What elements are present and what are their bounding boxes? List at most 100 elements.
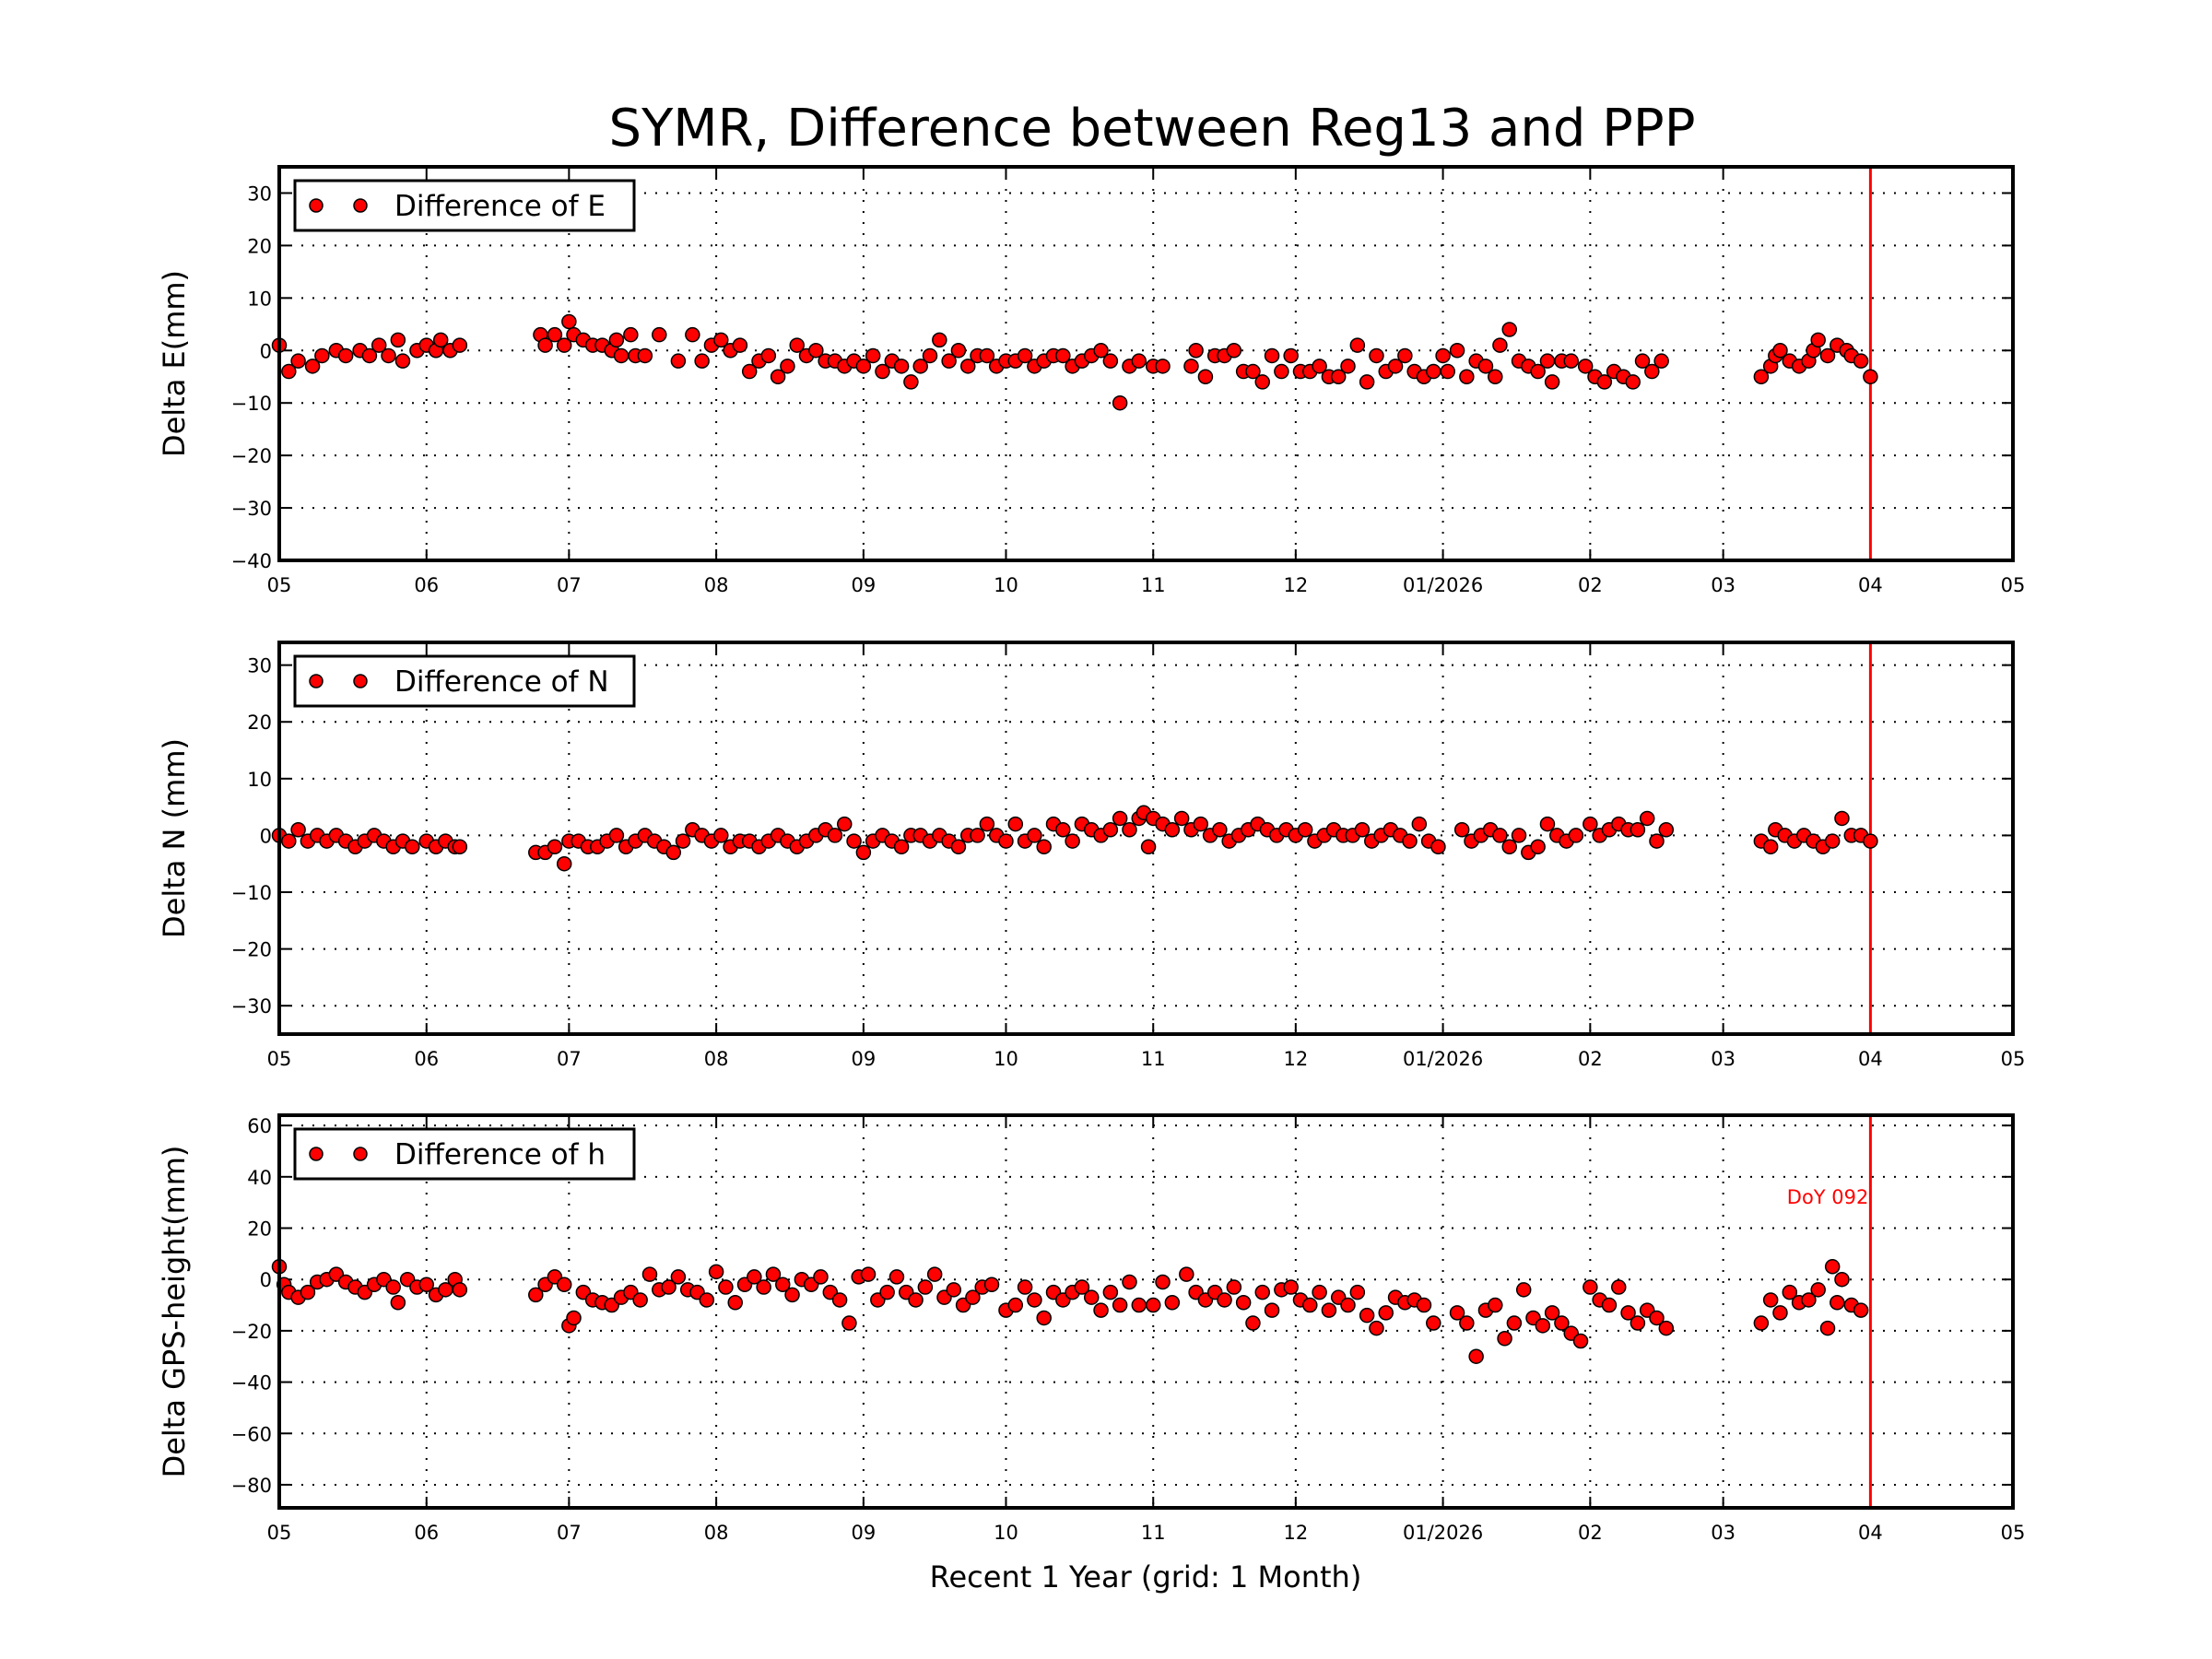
- data-point: [979, 347, 995, 364]
- data-point: [385, 1279, 401, 1295]
- x-tick-label: 09: [852, 1522, 877, 1544]
- y-tick-label: 10: [247, 769, 272, 791]
- data-point: [813, 1269, 829, 1285]
- data-point: [1359, 1307, 1375, 1324]
- data-point: [855, 359, 872, 374]
- data-point: [556, 1277, 572, 1293]
- data-point: [290, 822, 306, 838]
- data-point: [1212, 822, 1228, 838]
- data-point: [1539, 353, 1556, 369]
- legend-box: [293, 179, 636, 232]
- data-point: [1102, 353, 1119, 369]
- data-point: [1539, 816, 1556, 832]
- data-point: [381, 347, 396, 364]
- x-tick-label: 06: [414, 1522, 439, 1544]
- data-point: [1055, 347, 1071, 364]
- data-point: [394, 353, 411, 369]
- y-tick-label: −20: [231, 1321, 272, 1343]
- data-point: [1630, 1315, 1646, 1331]
- x-tick-label: 11: [1141, 574, 1166, 596]
- data-point: [808, 343, 824, 359]
- data-point: [1810, 332, 1826, 348]
- data-point: [1254, 1284, 1271, 1300]
- x-tick-label: 07: [557, 574, 582, 596]
- data-point: [1083, 1289, 1100, 1305]
- data-point: [732, 337, 748, 353]
- data-point: [1330, 369, 1347, 384]
- data-point: [1217, 1292, 1232, 1308]
- data-point: [1530, 839, 1546, 854]
- x-tick-label: 01/2026: [1403, 574, 1483, 596]
- data-point: [1245, 1315, 1261, 1331]
- y-tick-label: −30: [231, 995, 272, 1018]
- data-point: [1492, 828, 1508, 843]
- axes-frame: [277, 1113, 2015, 1510]
- data-point: [1183, 359, 1199, 374]
- data-point: [1544, 374, 1560, 390]
- data-point: [561, 313, 577, 330]
- data-point: [608, 332, 625, 348]
- y-tick-label: −80: [231, 1475, 272, 1497]
- data-point: [1501, 322, 1517, 337]
- data-point: [1492, 337, 1508, 353]
- data-point: [1122, 1274, 1137, 1290]
- x-tick-label: 09: [852, 574, 877, 596]
- x-tick-label: 09: [852, 1048, 877, 1070]
- x-tick-label: 11: [1141, 1048, 1166, 1070]
- data-point: [1853, 1302, 1869, 1318]
- data-point: [361, 347, 378, 364]
- data-point: [1834, 810, 1850, 827]
- data-point: [1197, 369, 1214, 384]
- data-point: [1226, 1279, 1242, 1295]
- data-point: [1007, 816, 1024, 832]
- x-tick-label: 10: [994, 1522, 1018, 1544]
- data-point: [685, 326, 700, 343]
- data-point: [1402, 833, 1418, 849]
- legend-marker: [309, 198, 324, 213]
- data-point: [1477, 359, 1494, 374]
- data-point: [950, 343, 967, 359]
- data-point: [670, 1269, 687, 1285]
- data-point: [1426, 1315, 1441, 1331]
- data-point: [1649, 1310, 1665, 1326]
- data-point: [893, 359, 910, 374]
- data-point: [1007, 1297, 1024, 1313]
- data-point: [770, 369, 786, 384]
- data-point: [1625, 374, 1641, 390]
- data-point: [1596, 374, 1613, 390]
- x-axis-label: Recent 1 Year (grid: 1 Month): [930, 1559, 1362, 1594]
- data-point: [613, 347, 629, 364]
- data-point: [1649, 833, 1665, 849]
- data-point: [1772, 1305, 1788, 1321]
- data-point: [1065, 833, 1080, 849]
- data-point: [1563, 353, 1579, 369]
- data-point: [699, 1292, 715, 1308]
- data-point: [1235, 1295, 1252, 1311]
- data-point: [670, 353, 687, 369]
- legend: Difference of N: [293, 654, 636, 708]
- data-point: [566, 1310, 582, 1326]
- data-point: [1027, 828, 1042, 843]
- panel-3: 05 06 07 08 09 10 11 12 01/2026 02 03 04 05 −80 −60 −40…: [157, 1113, 2025, 1544]
- data-point: [1245, 363, 1261, 380]
- data-point: [1274, 363, 1289, 380]
- x-tick-label: 02: [1578, 574, 1603, 596]
- data-point: [1506, 1315, 1523, 1331]
- data-point: [1530, 363, 1546, 380]
- data-point: [1155, 1274, 1171, 1290]
- legend: Difference of h: [293, 1127, 636, 1181]
- data-point: [1349, 337, 1366, 353]
- data-point: [946, 1282, 962, 1298]
- data-point: [1387, 359, 1404, 374]
- data-point: [1164, 1295, 1181, 1311]
- x-tick-label: 07: [557, 1522, 582, 1544]
- data-point: [1863, 833, 1878, 849]
- data-point: [304, 359, 321, 374]
- y-tick-label: −30: [231, 498, 272, 520]
- x-tick-label: 06: [414, 574, 439, 596]
- y-tick-label: 20: [247, 235, 272, 257]
- data-point: [1810, 1282, 1826, 1298]
- data-point: [556, 337, 572, 353]
- data-point: [281, 833, 297, 849]
- legend-box: [293, 1127, 636, 1181]
